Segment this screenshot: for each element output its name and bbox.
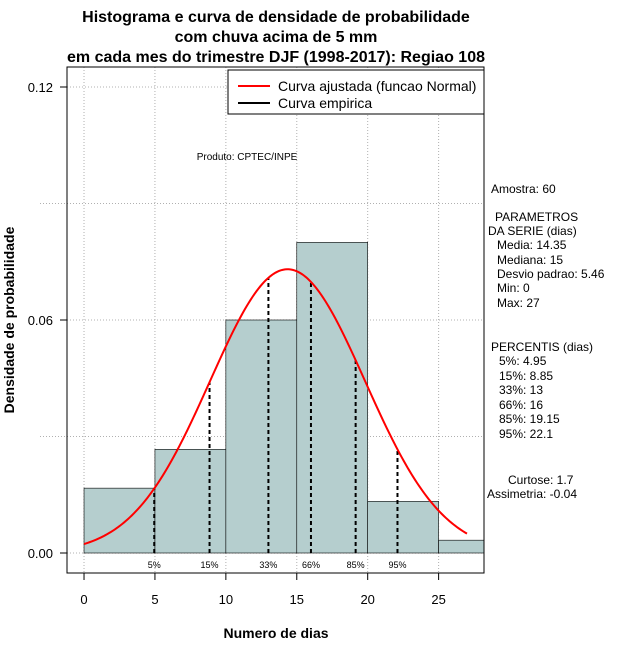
plot-frame <box>66 66 485 574</box>
stat-p33: 33%: 13 <box>499 383 543 397</box>
legend: Curva ajustada (funcao Normal) Curva emp… <box>227 69 485 115</box>
stat-p66: 66%: 16 <box>499 398 543 412</box>
x-tick-label-3: 15 <box>290 592 304 607</box>
x-tick-label-5: 25 <box>431 592 445 607</box>
stat-params-subheading: DA SERIE (dias) <box>488 224 577 238</box>
legend-label-normal: Curva ajustada (funcao Normal) <box>278 78 476 94</box>
stat-p95: 95%: 22.1 <box>499 427 553 441</box>
x-tick-label-0: 0 <box>80 592 87 607</box>
histogram-bar-3 <box>296 242 368 554</box>
percentile-labels: 5% 15% 33% 66% 85% 95% <box>148 560 407 570</box>
stat-min: Min: 0 <box>497 281 530 295</box>
stat-mean: Media: 14.35 <box>497 238 567 252</box>
y-tick-label-0: 0.00 <box>28 546 53 561</box>
histogram-bar-4 <box>367 501 439 554</box>
stat-percentis-heading: PERCENTIS (dias) <box>491 340 593 354</box>
x-tick-label-4: 20 <box>360 592 374 607</box>
stat-p05: 5%: 4.95 <box>499 354 547 368</box>
stat-p15: 15%: 8.85 <box>499 369 553 383</box>
histogram-bar-5 <box>438 539 485 554</box>
percentile-label-0: 5% <box>148 560 161 570</box>
y-tick-label-2: 0.12 <box>28 80 53 95</box>
x-tick-label-1: 5 <box>151 592 158 607</box>
stat-skewness: Assimetria: -0.04 <box>487 487 577 501</box>
stats-panel: Amostra: 60 PARAMETROS DA SERIE (dias) M… <box>487 182 605 501</box>
percentile-label-3: 66% <box>302 560 320 570</box>
percentile-label-2: 33% <box>259 560 277 570</box>
histogram-bar-1 <box>154 449 227 554</box>
chart-title-line-1: Histograma e curva de densidade de proba… <box>82 9 470 26</box>
stat-median: Mediana: 15 <box>497 253 563 267</box>
stat-sample: Amostra: 60 <box>491 182 556 196</box>
histogram-bars <box>83 242 485 554</box>
percentile-label-4: 85% <box>347 560 365 570</box>
normal-curve <box>83 268 468 545</box>
y-tick-label-1: 0.06 <box>28 313 53 328</box>
y-axis-label: Densidade de probabilidade <box>1 226 17 413</box>
stat-max: Max: 27 <box>497 296 540 310</box>
stat-kurtosis: Curtose: 1.7 <box>508 473 574 487</box>
stat-sd: Desvio padrao: 5.46 <box>497 267 605 281</box>
histogram-bar-2 <box>225 319 298 554</box>
percentile-lines <box>153 277 399 553</box>
y-axis: 0.00 0.06 0.12 <box>28 80 67 561</box>
histogram-bar-0 <box>83 487 156 554</box>
legend-box <box>227 69 485 115</box>
stat-params-heading: PARAMETROS <box>495 210 578 224</box>
stat-p85: 85%: 19.15 <box>499 412 560 426</box>
x-tick-label-2: 10 <box>219 592 233 607</box>
x-axis-label: Numero de dias <box>223 625 328 641</box>
x-axis: 0 5 10 15 20 25 <box>80 572 446 607</box>
chart-title-line-3: em cada mes do trimestre DJF (1998-2017)… <box>67 49 485 66</box>
percentile-label-5: 95% <box>388 560 406 570</box>
product-annotation: Produto: CPTEC/INPE <box>197 152 298 163</box>
percentile-label-1: 15% <box>201 560 219 570</box>
legend-label-empirical: Curva empirica <box>278 95 372 111</box>
chart-title-line-2: com chuva acima de 5 mm <box>175 29 378 46</box>
